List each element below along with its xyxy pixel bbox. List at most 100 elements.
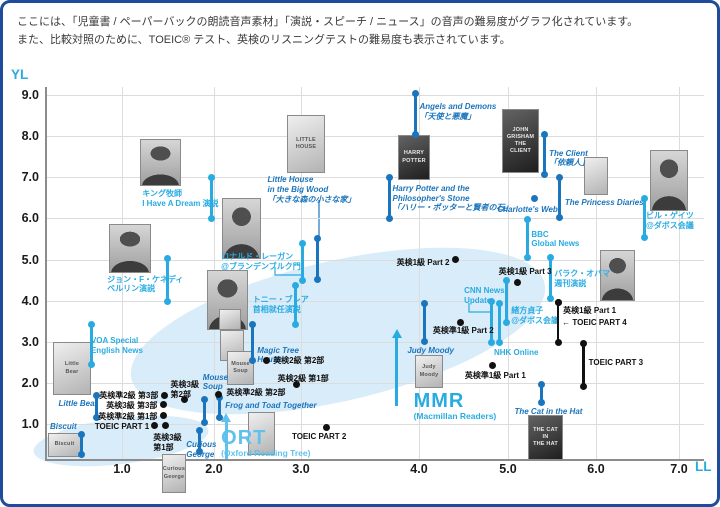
line-toeic-part-4 — [556, 302, 560, 343]
dot-eiken-pre1-part-1 — [489, 361, 497, 369]
line-reagan-brandenburg — [300, 243, 304, 281]
label-eiken-1-part-2: 英検1級 Part 2 — [397, 258, 450, 268]
biscuit-cover-caption: Biscuit — [54, 441, 75, 448]
label-ogata-davos: 緒方貞子 @ダボス会議 — [511, 306, 559, 326]
label-toeic-part-4-line-1: ← TOEIC PART 4 — [562, 317, 627, 327]
dot-bottom-cat-in-the-hat — [537, 398, 545, 406]
frog-and-toad-cover — [248, 412, 275, 455]
the-client-cover: JOHN GRISHAM THE CLIENT — [502, 109, 539, 173]
chart-description-line-1: ここには、「児童書 / ペーパーバックの朗読音声素材」「演説・スピーチ / ニュ… — [17, 16, 639, 28]
label-bbc-global-news-line-2: Global News — [531, 239, 580, 249]
dot-top-judy-moody — [420, 299, 428, 307]
dot-top-bbc-global-news — [523, 216, 531, 224]
label-voa-special-english-line-1: VOA Special — [90, 336, 139, 346]
gridline-x-4.0 — [419, 87, 420, 459]
dot-top-reagan-brandenburg — [298, 239, 306, 247]
y-tick-1.0: 1.0 — [21, 417, 39, 432]
label-toeic-part-3: TOEIC PART 3 — [589, 358, 643, 368]
dot-top-jfk-berlin — [163, 255, 171, 263]
label-king-i-have-a-dream-line-1: キング牧師 — [142, 189, 182, 199]
line-bill-gates-davos — [643, 198, 647, 238]
dot-bottom-jfk-berlin — [163, 298, 171, 306]
dot-eiken-2-part-2 — [262, 356, 270, 364]
label-eiken-1-part-1-line-1: 英検1級 Part 1 — [563, 305, 617, 315]
x-tick-6.0: 6.0 — [587, 462, 605, 476]
label-harry-potter-1: Harry Potter and the Philosopher's Stone 「… — [393, 184, 513, 213]
label-voa-special-english: VOA Special English News — [91, 336, 143, 356]
label-little-bear: Little Bear — [59, 399, 98, 409]
label-cnn-news-update: CNN News Update — [464, 286, 504, 306]
cat-in-the-hat-cover: THE CAT IN THE HAT — [528, 415, 563, 460]
dot-bottom-king-i-have-a-dream — [207, 214, 215, 222]
label-nhk-online: NHK Online — [494, 348, 538, 358]
label-angels-and-demons-line-1: Angels and Demons — [419, 101, 497, 111]
gridline-x-5.0 — [508, 87, 509, 459]
x-tick-7.0: 7.0 — [670, 462, 688, 476]
x-tick-1.0: 1.0 — [113, 462, 131, 476]
label-the-client-line-2: 「依頼人」 — [549, 158, 590, 168]
label-eiken-pre2-part-2-line-1: 英検準2級 第2部 — [226, 388, 286, 398]
chart-description-line-2: また、比較対照のために、TOEIC® テスト、英検のリスニングテストの難易度も表… — [17, 33, 511, 46]
judy-moody-cover: Judy Moody — [415, 355, 443, 388]
label-curious-george-line-2: George — [186, 450, 215, 460]
judy-moody-cover-caption: Moody — [419, 371, 439, 378]
dot-bottom-little-house-big-wood — [314, 275, 322, 283]
obama-photo — [600, 250, 635, 301]
dot-top-ogata-davos — [502, 277, 510, 285]
label-little-house-big-wood-line-2: in the Big Wood — [267, 185, 329, 195]
label-eiken-pre1-part-1: 英検準1級 Part 1 — [465, 371, 526, 381]
line-mouse-soup — [203, 399, 207, 423]
label-mouse-soup-line-2: Soup — [202, 382, 223, 392]
gridline-y-4.0 — [45, 300, 704, 302]
harry-potter-cover-caption: HARRY — [403, 150, 425, 157]
dot-top-princess-diaries — [556, 174, 564, 182]
label-frog-and-toad-together-line-1: Frog and Toad Together — [225, 401, 317, 411]
gridline-y-7.0 — [45, 177, 704, 179]
label-magic-tree-house-line-1: Magic Tree — [257, 345, 299, 355]
gridline-y-5.0 — [45, 259, 704, 261]
mouse-soup-cover: Mouse Soup — [227, 351, 254, 385]
label-toeic-part-4: ← TOEIC PART 4 — [562, 318, 627, 328]
dot-bottom-obama-weekly-address — [546, 294, 554, 302]
label-ort-series-line-1: ORT — [221, 427, 267, 449]
dot-eiken-pre2-part-1 — [159, 412, 167, 420]
label-curious-george-line-1: Curious — [186, 440, 217, 450]
x-tick-5.0: 5.0 — [499, 462, 517, 476]
dot-top-the-client — [540, 131, 548, 139]
label-blair-inauguration-line-2: 首相就任演説 — [252, 305, 301, 315]
label-little-house-big-wood-line-3: 「大きな森の小さな家」 — [267, 194, 356, 204]
line-angels-and-demons — [413, 93, 417, 135]
dot-eiken-pre2-part-3 — [160, 391, 168, 399]
label-eiken-pre2-part-2: 英検準2級 第2部 — [226, 388, 285, 398]
label-ogata-davos-line-1: 緒方貞子 — [511, 305, 544, 315]
dot-toeic-part-2 — [323, 423, 331, 431]
label-ogata-davos-line-2: @ダボス会議 — [511, 315, 560, 325]
label-ort-series-line-2: (Oxford Reading Tree) — [221, 448, 311, 458]
dot-bottom-frog-and-toad-together — [215, 414, 223, 422]
label-eiken-pre1-part-2-line-1: 英検準1級 Part 2 — [432, 325, 494, 335]
princess-diaries-cover — [584, 157, 608, 195]
label-eiken-3-part-3: 英検3級 第3部 — [106, 401, 157, 411]
label-toeic-part-3-line-1: TOEIC PART 3 — [588, 357, 644, 367]
gridline-x-1.0 — [122, 87, 123, 459]
label-charlottes-web-line-1: Charlotte's Web — [497, 204, 558, 214]
dot-bottom-blair-inauguration — [292, 321, 300, 329]
line-judy-moody — [422, 303, 426, 342]
gridline-y-8.0 — [45, 135, 704, 137]
label-eiken-2-part-1: 英検2級 第1部 — [278, 374, 329, 384]
line-little-bear — [95, 395, 99, 418]
chart-description: ここには、「児童書 / ペーパーバックの朗読音声素材」「演説・スピーチ / ニュ… — [17, 14, 715, 49]
label-princess-diaries-line-1: The Princess Diaries — [564, 197, 644, 207]
dot-bottom-little-bear — [93, 414, 101, 422]
label-toeic-part-2: TOEIC PART 2 — [292, 432, 346, 442]
label-jfk-berlin-line-2: ベルリン演説 — [107, 284, 156, 294]
y-tick-5.0: 5.0 — [21, 252, 39, 267]
label-cnn-news-update-line-2: Update — [464, 295, 492, 305]
line-curious-george — [197, 430, 201, 452]
label-obama-weekly-address-line-1: バラク・オバマ — [554, 269, 611, 279]
label-eiken-pre2-part-1: 英検準2級 第1部 — [98, 412, 157, 422]
dot-top-cnn-news-update — [487, 298, 495, 306]
line-ogata-davos — [504, 280, 508, 323]
label-eiken-3-part-1-line-1: 英検3級 — [153, 432, 182, 442]
